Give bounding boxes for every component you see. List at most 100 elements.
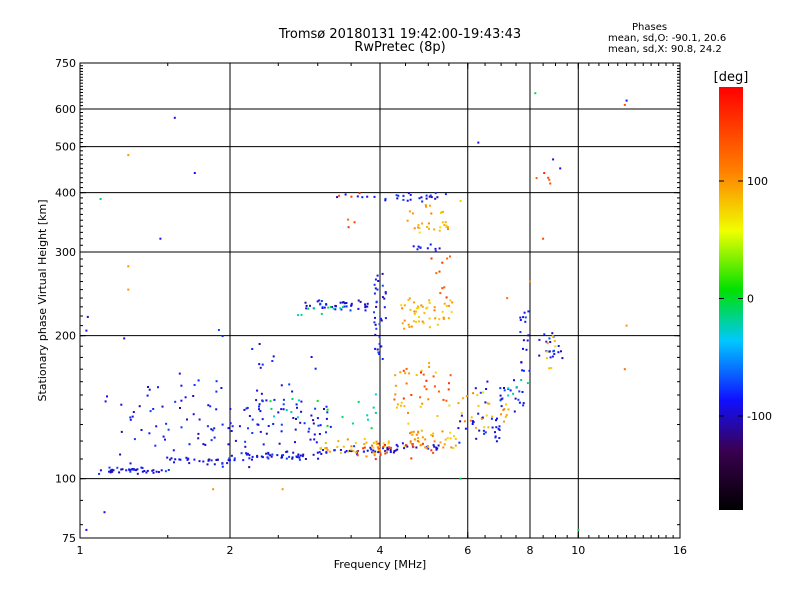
data-point	[378, 323, 381, 326]
data-point	[265, 432, 268, 435]
data-point	[215, 408, 218, 411]
data-point	[251, 418, 254, 421]
data-point	[446, 437, 449, 440]
data-point	[112, 469, 115, 472]
data-point	[129, 470, 132, 473]
data-point	[479, 391, 482, 394]
data-point	[430, 196, 433, 199]
data-point	[111, 468, 114, 471]
data-point	[406, 445, 409, 448]
data-point	[396, 448, 399, 451]
data-point	[229, 422, 232, 425]
data-point	[304, 458, 307, 460]
data-point	[151, 469, 154, 472]
data-point	[357, 307, 360, 310]
data-point	[231, 425, 234, 428]
data-point	[472, 392, 475, 395]
data-point	[546, 350, 549, 353]
data-point	[267, 457, 270, 460]
data-point	[339, 301, 342, 304]
data-point	[187, 457, 190, 460]
data-point	[282, 403, 285, 406]
data-point	[312, 453, 315, 456]
data-point	[312, 419, 315, 422]
data-point	[441, 221, 444, 224]
data-point	[376, 288, 379, 291]
data-point	[120, 403, 123, 406]
data-point	[261, 456, 264, 459]
data-point	[451, 301, 454, 304]
x-tick-label: 4	[377, 544, 384, 557]
data-point	[207, 404, 210, 407]
data-point	[326, 408, 329, 411]
data-point	[491, 415, 494, 418]
data-point	[109, 471, 112, 474]
data-point	[131, 415, 134, 418]
data-point	[523, 311, 526, 314]
data-point	[202, 443, 205, 446]
data-point	[428, 195, 431, 198]
data-point	[318, 451, 321, 454]
data-point	[522, 404, 525, 407]
data-point	[441, 310, 444, 313]
data-point	[416, 248, 419, 251]
data-point	[509, 389, 512, 392]
data-point	[546, 357, 548, 360]
data-point	[504, 415, 507, 418]
data-point	[433, 440, 436, 443]
data-point	[501, 397, 504, 400]
data-point	[400, 304, 403, 307]
data-point	[129, 416, 132, 419]
data-point	[127, 154, 130, 157]
data-point	[131, 468, 134, 471]
y-tick-label: 400	[55, 187, 76, 200]
data-point	[353, 445, 356, 448]
data-point	[366, 195, 369, 198]
data-point	[363, 443, 366, 445]
data-point	[417, 305, 419, 308]
data-point	[402, 194, 405, 197]
data-point	[210, 439, 213, 442]
data-point	[258, 403, 261, 406]
data-point	[272, 423, 275, 425]
data-point	[215, 380, 218, 383]
data-point	[349, 309, 352, 312]
data-point	[428, 227, 430, 230]
data-point	[259, 430, 262, 433]
data-point	[548, 367, 551, 370]
data-point	[119, 453, 122, 456]
data-point	[373, 321, 376, 324]
data-point	[405, 367, 408, 370]
data-point	[314, 407, 317, 410]
data-point	[485, 388, 488, 390]
data-point	[213, 463, 216, 466]
data-point	[453, 435, 455, 438]
data-point	[394, 393, 397, 396]
data-point	[320, 312, 323, 315]
data-point	[394, 449, 397, 452]
data-point	[272, 355, 275, 358]
data-point	[421, 402, 424, 405]
data-point	[538, 354, 541, 357]
data-point	[376, 348, 379, 351]
data-point	[178, 458, 181, 461]
x-tick-label: 10	[571, 544, 585, 557]
data-point	[434, 197, 437, 200]
data-point	[409, 198, 412, 201]
data-point	[417, 430, 420, 433]
data-point	[438, 270, 441, 273]
data-point	[281, 454, 283, 457]
data-point	[430, 434, 433, 436]
data-point	[437, 444, 440, 447]
data-point	[375, 327, 378, 330]
data-point	[300, 313, 303, 316]
data-point	[358, 192, 361, 195]
data-point	[444, 438, 447, 441]
data-point	[422, 373, 425, 376]
data-point	[325, 303, 328, 306]
data-point	[138, 405, 141, 408]
data-point	[353, 221, 356, 224]
data-point	[528, 369, 531, 372]
data-point	[377, 351, 380, 354]
data-point	[334, 308, 337, 311]
